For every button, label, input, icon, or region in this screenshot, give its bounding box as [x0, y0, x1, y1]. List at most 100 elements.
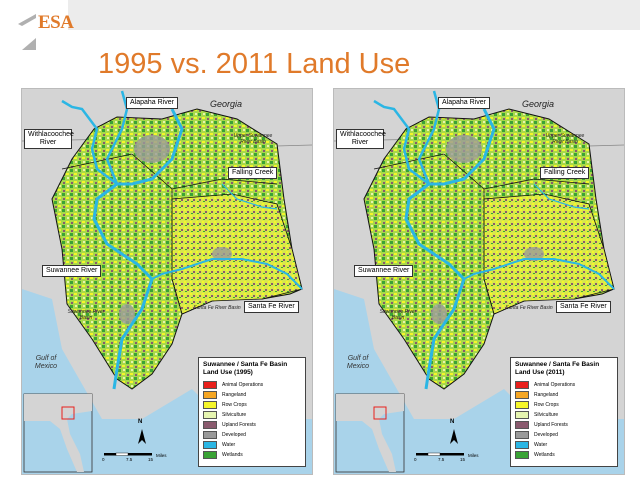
legend-swatch — [515, 431, 529, 439]
legend-label: Upland Forests — [222, 422, 256, 428]
label-santa-fe-basin: Santa Fe River Basin — [193, 305, 241, 311]
north-arrow-icon — [138, 429, 146, 444]
santa-fe-river — [463, 258, 615, 290]
inset-extent-box — [373, 406, 387, 420]
north-label: N — [450, 419, 455, 425]
scale-bar — [440, 453, 464, 456]
legend-label: Developed — [534, 432, 558, 438]
legend-label: Silviculture — [534, 412, 559, 418]
north-arrow-icon — [450, 429, 458, 444]
legend-label: Rangeland — [222, 392, 247, 398]
legend-swatch — [515, 401, 529, 409]
label-upper-basin: Upper Suwannee River Basin — [545, 133, 585, 145]
legend-item: Developed — [203, 430, 301, 440]
scale-bar — [416, 453, 428, 456]
developed-patch — [212, 247, 232, 261]
label-georgia: Georgia — [522, 99, 555, 109]
suwannee-river — [404, 108, 496, 390]
developed-patch — [431, 304, 447, 324]
legend-item: Row Crops — [203, 400, 301, 410]
legend-swatch — [203, 381, 217, 389]
label-santa-fe-basin: Santa Fe River Basin — [505, 305, 553, 311]
legend-swatch — [203, 431, 217, 439]
label-santa-fe-river: Santa Fe River — [244, 301, 299, 313]
legend-swatch — [515, 411, 529, 419]
sub-basin-boundary — [171, 189, 183, 315]
label-suwannee-river: Suwannee River — [354, 265, 414, 277]
developed-patch — [446, 135, 482, 163]
legend-item: Rangeland — [203, 390, 301, 400]
developed-patch — [119, 304, 135, 324]
scale-end: 15 — [460, 457, 466, 462]
legend-label: Rangeland — [534, 392, 559, 398]
label-withlacoochee-river: Withlacoochee River — [24, 129, 74, 149]
label-alapaha-river: Alapaha River — [126, 97, 178, 109]
map-legend: Suwannee / Santa Fe Basin Land Use (1995)… — [198, 357, 306, 467]
legend-swatch — [515, 391, 529, 399]
legend-label: Animal Operations — [534, 382, 576, 388]
scale-bar — [128, 453, 152, 456]
legend-swatch — [203, 401, 217, 409]
inset-extent-box — [61, 406, 75, 420]
label-upper-basin: Upper Suwannee River Basin — [233, 133, 273, 145]
scale-bar — [115, 452, 129, 456]
legend-item: Developed — [515, 430, 613, 440]
scale-bar — [104, 453, 116, 456]
scale-zero: 0 — [414, 457, 417, 462]
legend-item: Rangeland — [515, 390, 613, 400]
legend-item: Wetlands — [203, 450, 301, 460]
legend-label: Row Crops — [222, 402, 247, 408]
label-withlacoochee-river: Withlacoochee River — [336, 129, 386, 149]
legend-label: Silviculture — [222, 412, 247, 418]
legend-label: Animal Operations — [222, 382, 264, 388]
label-santa-fe-river: Santa Fe River — [556, 301, 611, 313]
scale-zero: 0 — [102, 457, 105, 462]
legend-swatch — [515, 381, 529, 389]
legend-label: Developed — [222, 432, 246, 438]
legend-item: Row Crops — [515, 400, 613, 410]
legend-swatch — [515, 421, 529, 429]
legend-swatch — [515, 451, 529, 459]
map-1995: Alapaha River Georgia Withlacoochee Rive… — [21, 88, 313, 475]
label-falling-creek: Falling Creek — [228, 167, 278, 179]
legend-item: Silviculture — [203, 410, 301, 420]
legend-item: Water — [203, 440, 301, 450]
scale-end: 15 — [148, 457, 154, 462]
legend-items: Animal Operations Rangeland Row Crops Silvi… — [515, 380, 613, 460]
legend-label: Wetlands — [222, 452, 243, 458]
legend-label: Upland Forests — [534, 422, 568, 428]
developed-patch — [524, 247, 544, 261]
label-falling-creek: Falling Creek — [540, 167, 590, 179]
map-canvas — [22, 89, 312, 474]
esa-logo: ESA — [18, 12, 74, 52]
falling-creek — [533, 183, 590, 210]
label-suwannee-basin: Suwannee River Basin — [67, 309, 105, 321]
label-georgia: Georgia — [210, 99, 243, 109]
label-alapaha-river: Alapaha River — [438, 97, 490, 109]
logo-text: ESA — [38, 12, 74, 33]
legend-item: Animal Operations — [203, 380, 301, 390]
legend-label: Wetlands — [534, 452, 555, 458]
map-2011: Alapaha River Georgia Withlacoochee Rive… — [333, 88, 625, 475]
legend-items: Animal Operations Rangeland Row Crops Silvi… — [203, 380, 301, 460]
falling-creek — [221, 183, 278, 210]
developed-patch — [134, 135, 170, 163]
legend-swatch — [203, 411, 217, 419]
header-bar — [68, 0, 640, 30]
inset-florida — [336, 394, 404, 472]
withlacoochee-river — [373, 99, 430, 185]
label-suwannee-river: Suwannee River — [42, 265, 102, 277]
legend-label: Water — [222, 442, 236, 448]
sub-basin-boundary — [483, 189, 495, 315]
label-gulf: Gulf of Mexico — [346, 355, 370, 370]
legend-title: Suwannee / Santa Fe Basin Land Use (2011) — [515, 361, 600, 376]
logo-mark-icon — [18, 14, 36, 50]
label-suwannee-basin: Suwannee River Basin — [379, 309, 417, 321]
legend-item: Wetlands — [515, 450, 613, 460]
legend-item: Silviculture — [515, 410, 613, 420]
page-title: 1995 vs. 2011 Land Use — [98, 48, 411, 80]
legend-swatch — [203, 451, 217, 459]
legend-swatch — [203, 441, 217, 449]
legend-item: Upland Forests — [203, 420, 301, 430]
map-legend: Suwannee / Santa Fe Basin Land Use (2011)… — [510, 357, 618, 467]
